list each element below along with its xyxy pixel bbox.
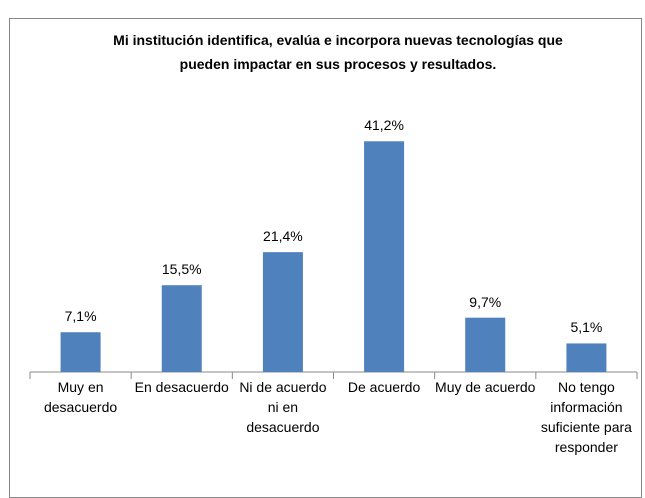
x-tick-label: En desacuerdo [134,379,229,395]
bar [465,317,506,372]
data-label: 41,2% [364,117,404,134]
data-label: 7,1% [64,308,97,325]
x-tick-label: Ni de acuerdo ni en desacuerdo [239,379,327,435]
data-label: 5,1% [570,319,603,336]
data-label: 21,4% [263,228,303,245]
x-tick-label: No tengo información suficiente para res… [540,379,632,455]
x-tick-label: De acuerdo [347,379,421,395]
x-tick-label: Muy en desacuerdo [43,379,118,415]
bar [566,343,607,372]
chart-title: Mi institución identifica, evalúa e inco… [113,32,563,72]
data-label: 9,7% [469,293,502,310]
data-label: 15,5% [161,261,202,278]
bar [60,332,101,372]
bar [262,252,303,372]
x-tick-label: Muy de acuerdo [435,379,536,395]
bar [364,141,405,372]
bar [161,285,202,372]
